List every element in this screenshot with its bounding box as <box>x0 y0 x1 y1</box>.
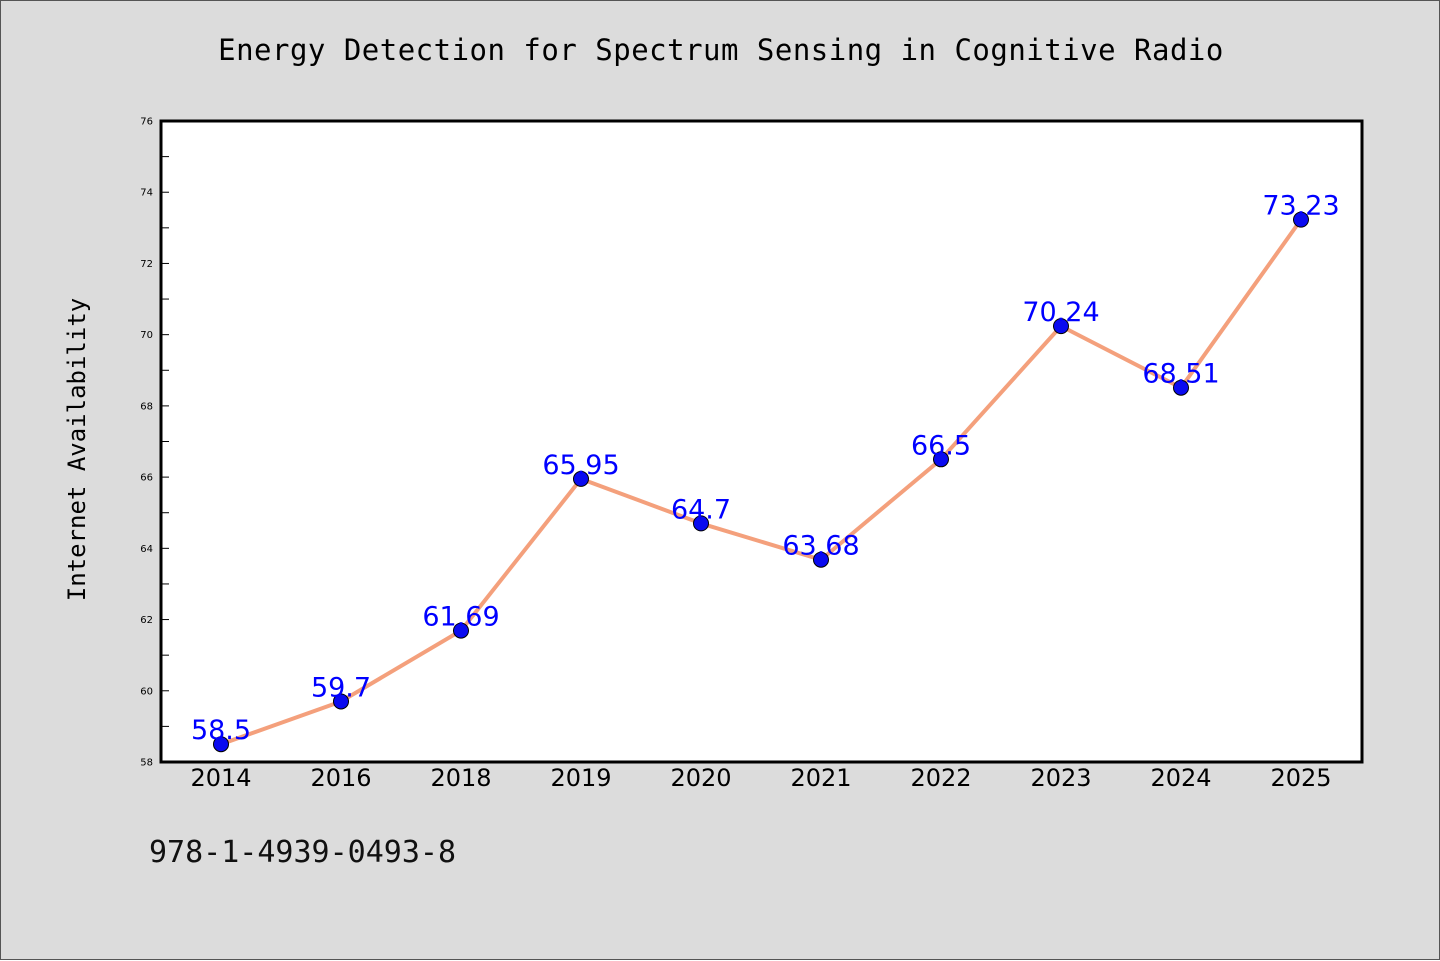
x-tick-label: 2019 <box>550 764 611 792</box>
data-label: 63.68 <box>782 531 859 562</box>
x-tick-label: 2020 <box>670 764 731 792</box>
y-tick-label: 74 <box>140 188 153 199</box>
data-point <box>693 515 709 532</box>
y-tick-label: 64 <box>140 544 153 555</box>
series-line <box>219 217 1303 747</box>
plot-area <box>159 119 1364 764</box>
y-tick-label: 60 <box>140 686 153 697</box>
data-point <box>813 551 829 568</box>
data-point <box>1173 379 1189 396</box>
data-label: 70.24 <box>1022 297 1099 328</box>
y-tick-label: 66 <box>140 473 153 484</box>
data-label: 64.7 <box>671 494 731 525</box>
x-tick-label: 2025 <box>1270 764 1331 792</box>
y-axis-label: Internet Availability <box>63 298 91 601</box>
x-tick-label: 2024 <box>1150 764 1211 792</box>
data-label: 73.23 <box>1262 191 1339 222</box>
data-label: 59.7 <box>311 672 371 703</box>
y-tick-label: 70 <box>140 330 153 341</box>
data-point <box>453 622 469 639</box>
y-tick-label: 58 <box>140 758 153 769</box>
y-tick-label: 68 <box>140 401 153 412</box>
x-tick-label: 2014 <box>190 764 251 792</box>
y-tick-label: 62 <box>140 615 153 626</box>
data-label: 65.95 <box>542 450 619 481</box>
x-tick-label: 2022 <box>910 764 971 792</box>
data-point <box>1053 318 1069 335</box>
data-point <box>333 693 349 710</box>
x-tick-label: 2016 <box>310 764 371 792</box>
x-tick-label: 2018 <box>430 764 491 792</box>
data-label: 68.51 <box>1142 359 1219 390</box>
footer-code: 978-1-4939-0493-8 <box>149 835 457 870</box>
data-point <box>933 451 949 468</box>
data-label: 61.69 <box>422 602 499 633</box>
x-tick-label: 2021 <box>790 764 851 792</box>
y-tick-label: 76 <box>140 117 153 128</box>
data-label: 66.5 <box>911 430 971 461</box>
data-point <box>213 736 229 753</box>
chart-title: Energy Detection for Spectrum Sensing in… <box>218 33 1224 67</box>
data-label: 58.5 <box>191 715 251 746</box>
x-tick-label: 2023 <box>1030 764 1091 792</box>
data-point <box>573 470 589 487</box>
data-point <box>1293 211 1309 228</box>
y-tick-label: 72 <box>140 259 153 270</box>
